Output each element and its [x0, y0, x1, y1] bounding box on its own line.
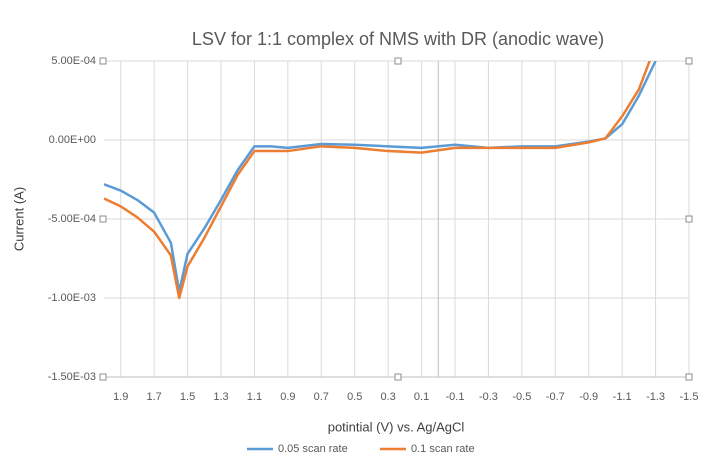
x-tick-label: -0.1: [446, 391, 465, 403]
x-tick-label: -1.1: [613, 391, 632, 403]
x-tick-label: -1.3: [646, 391, 665, 403]
x-tick-label: -0.7: [546, 391, 565, 403]
x-axis-label: potintial (V) vs. Ag/AgCl: [328, 419, 465, 434]
x-tick-label: -0.9: [579, 391, 598, 403]
x-tick-label: 0.3: [380, 391, 395, 403]
selection-handles: [99, 57, 693, 381]
x-tick-label: -1.5: [680, 391, 699, 403]
legend-label: 0.05 scan rate: [278, 443, 348, 455]
x-tick-label: -0.5: [512, 391, 531, 403]
x-tick-label: 0.1: [414, 391, 429, 403]
chart-title: LSV for 1:1 complex of NMS with DR (anod…: [192, 29, 604, 49]
x-tick-label: 1.1: [247, 391, 262, 403]
x-tick-label: 1.9: [113, 391, 128, 403]
x-tick-label: 1.3: [213, 391, 228, 403]
x-tick-label: 0.7: [314, 391, 329, 403]
x-tick-label: 1.7: [146, 391, 161, 403]
series-line: [104, 61, 657, 293]
x-tick-label: 0.5: [347, 391, 362, 403]
y-tick-label: -5.00E-04: [48, 213, 96, 225]
legend-label: 0.1 scan rate: [411, 443, 475, 455]
x-tick-label: 0.9: [280, 391, 295, 403]
plot-lines: [104, 61, 657, 300]
y-axis-label: Current (A): [11, 187, 26, 251]
x-tick-label: -0.3: [479, 391, 498, 403]
x-tick-label: 1.5: [180, 391, 195, 403]
y-tick-label: 0.00E+00: [49, 134, 96, 146]
y-tick-label: -1.00E-03: [48, 292, 96, 304]
series-line: [104, 61, 651, 300]
y-tick-label: 5.00E-04: [51, 55, 96, 67]
y-tick-label: -1.50E-03: [48, 371, 96, 383]
